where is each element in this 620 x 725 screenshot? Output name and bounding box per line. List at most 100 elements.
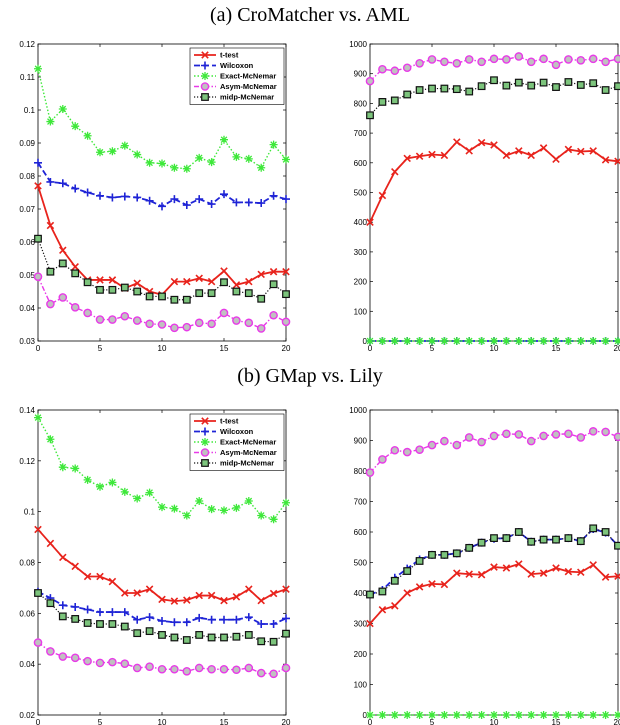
legend-marker — [201, 417, 209, 425]
series-wilcoxon — [34, 587, 290, 629]
point-midp — [366, 590, 374, 599]
point-midp — [601, 86, 610, 94]
point-midp — [576, 537, 585, 546]
legend-entry-wilcoxon: Wilcoxon — [194, 427, 254, 436]
y-tick-label: 0.09 — [19, 139, 35, 148]
series-exact — [34, 64, 290, 173]
point-ttest — [440, 580, 449, 589]
point-asym — [402, 447, 412, 457]
series-line-midp — [37, 592, 287, 643]
point-midp — [378, 587, 387, 596]
x-tick-label: 20 — [614, 344, 620, 353]
point-ttest — [269, 589, 278, 598]
legend-marker — [201, 93, 209, 101]
y-tick-label: 0.02 — [19, 711, 35, 720]
point-midp — [182, 295, 191, 304]
y-tick-label: 0.03 — [19, 337, 35, 346]
point-exact — [490, 337, 498, 345]
point-asym — [46, 299, 55, 309]
point-exact — [527, 337, 536, 345]
x-tick-label: 10 — [158, 344, 167, 353]
point-asym — [489, 431, 499, 441]
point-midp — [490, 76, 498, 85]
point-midp — [378, 98, 387, 106]
point-asym — [132, 316, 142, 325]
point-exact — [601, 711, 610, 719]
point-exact — [576, 711, 585, 719]
legend-entry-midp: midp-McNemar — [194, 459, 274, 468]
point-wilcoxon — [170, 618, 179, 627]
point-asym — [601, 427, 610, 437]
legend-entry-ttest: t-test — [194, 417, 239, 426]
point-ttest — [453, 138, 461, 146]
point-asym — [440, 436, 449, 446]
point-ttest — [133, 279, 141, 288]
point-exact — [269, 515, 278, 524]
point-asym — [182, 666, 192, 676]
point-wilcoxon — [182, 201, 191, 210]
point-wilcoxon — [71, 602, 80, 611]
point-asym — [157, 320, 167, 329]
point-exact — [614, 711, 620, 719]
point-exact — [403, 337, 412, 345]
point-wilcoxon — [220, 190, 228, 199]
point-ttest — [515, 560, 523, 568]
point-exact — [108, 147, 117, 156]
point-ttest — [158, 595, 166, 604]
x-tick-label: 0 — [368, 344, 373, 353]
point-asym — [464, 433, 474, 442]
point-ttest — [195, 274, 203, 283]
series-exact — [366, 337, 620, 345]
y-tick-label: 900 — [354, 437, 368, 446]
point-ttest — [502, 564, 511, 572]
point-asym — [58, 652, 68, 661]
point-exact — [182, 511, 191, 520]
point-asym — [232, 665, 241, 675]
point-asym — [219, 664, 229, 674]
point-asym — [415, 59, 424, 68]
point-asym — [526, 57, 536, 67]
series-line-exact — [37, 417, 287, 521]
series-exact — [34, 413, 290, 524]
point-midp — [96, 620, 104, 628]
point-exact — [502, 337, 511, 345]
point-midp — [269, 637, 278, 646]
legend-label: t-test — [220, 51, 239, 60]
point-asym — [219, 308, 229, 318]
point-ttest — [366, 218, 374, 226]
legend-label: t-test — [220, 417, 239, 426]
point-wilcoxon — [120, 192, 129, 201]
point-midp — [552, 535, 560, 544]
point-exact — [415, 711, 424, 719]
point-ttest — [46, 539, 55, 548]
point-ttest — [589, 561, 597, 569]
x-tick-label: 0 — [36, 344, 41, 353]
point-wilcoxon — [108, 608, 117, 617]
point-wilcoxon — [220, 615, 228, 624]
legend-entry-wilcoxon: Wilcoxon — [194, 61, 254, 70]
point-midp — [269, 280, 278, 289]
point-midp — [282, 290, 290, 299]
point-ttest — [391, 602, 399, 610]
point-exact — [120, 487, 129, 496]
point-midp — [614, 82, 620, 91]
point-ttest — [71, 562, 79, 571]
point-exact — [58, 463, 67, 472]
legend-label: Exact-McNemar — [220, 72, 276, 81]
point-ttest — [477, 570, 486, 579]
point-wilcoxon — [282, 195, 290, 204]
point-wilcoxon — [244, 613, 253, 622]
point-ttest — [145, 585, 154, 593]
point-exact — [552, 711, 560, 719]
point-asym — [70, 303, 80, 312]
point-wilcoxon — [58, 601, 67, 610]
y-tick-label: 0.14 — [19, 406, 35, 415]
legend-entry-ttest: t-test — [194, 51, 239, 60]
point-midp — [477, 538, 486, 547]
point-midp — [170, 295, 179, 304]
legend-marker — [200, 82, 210, 91]
legend-label: Exact-McNemar — [220, 438, 276, 447]
point-asym — [452, 440, 462, 450]
